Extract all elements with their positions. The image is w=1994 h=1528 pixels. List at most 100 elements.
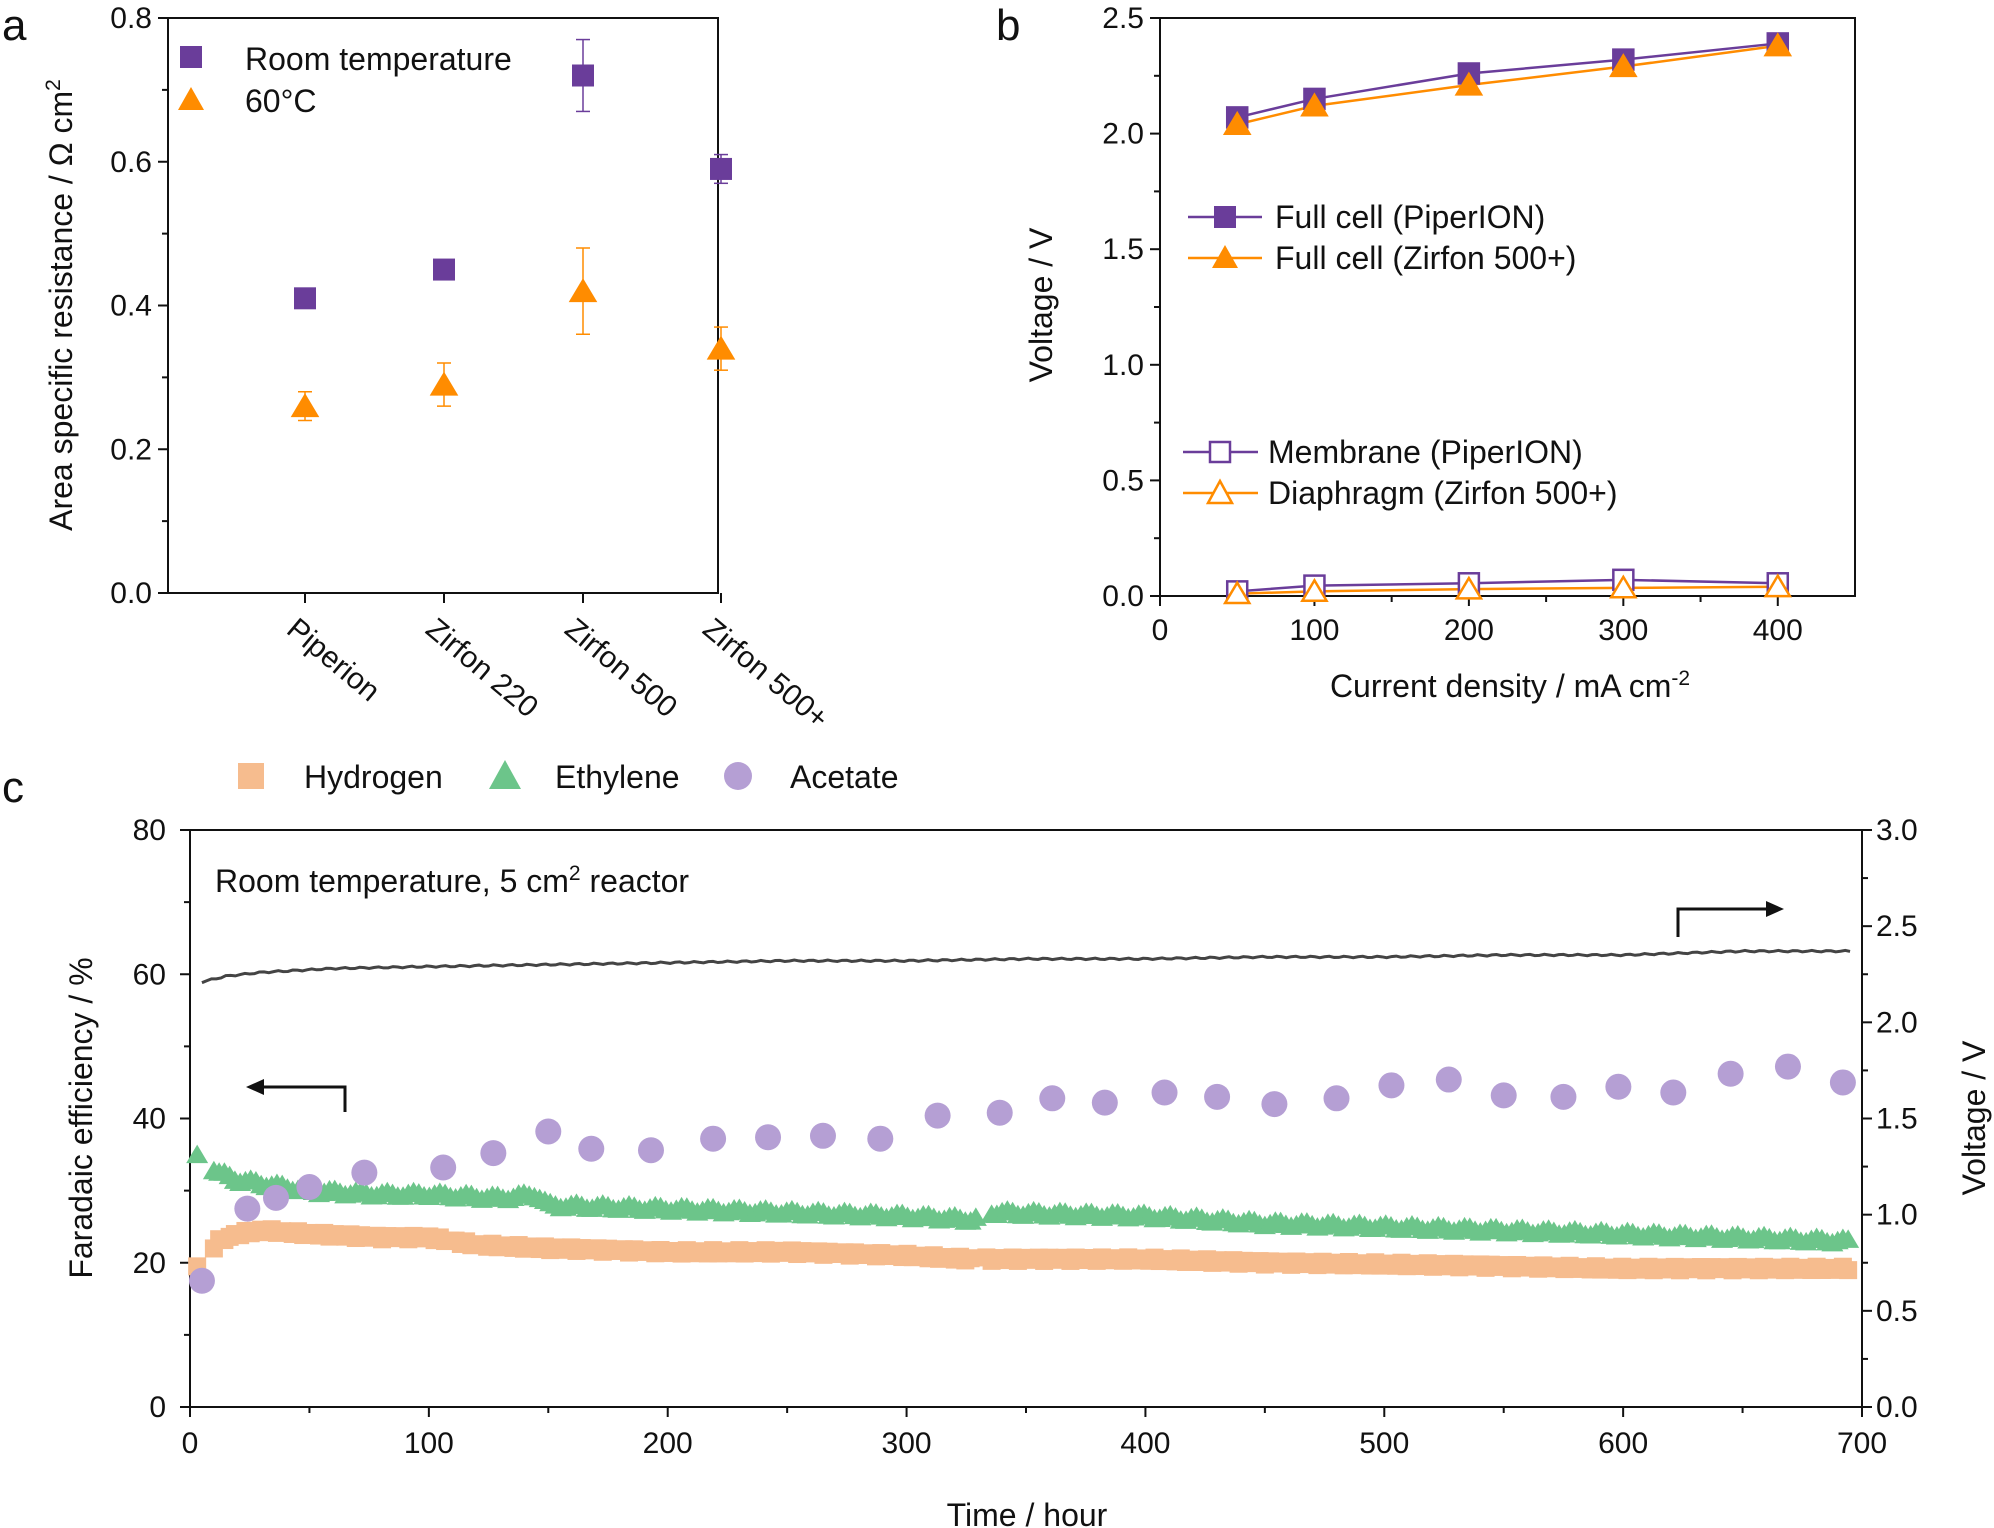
acetate-point: [1204, 1083, 1231, 1110]
voltage-line: [201, 948, 1851, 985]
legend-label-acetate: Acetate: [790, 759, 899, 795]
panel-c-y-tick-label: 20: [133, 1247, 166, 1280]
acetate-point: [809, 1122, 836, 1149]
panel-a-y-ticks: 0.0 0.2 0.4 0.6 0.8: [110, 2, 168, 610]
legend-label-diaphragm: Diaphragm (Zirfon 500+): [1268, 475, 1617, 511]
acetate-point: [430, 1154, 457, 1181]
ethylene-point: [1837, 1229, 1860, 1248]
panel-c-x-tick-label: 300: [882, 1427, 932, 1460]
panel-a-y-tick-label: 0.4: [110, 290, 152, 323]
panel-b-x-axis-label: Current density / mA cm-2: [1330, 667, 1690, 704]
hydrogen-point: [1839, 1261, 1858, 1280]
acetate-point: [986, 1099, 1013, 1126]
panel-a-y-axis-label: Area specific resistance / Ω cm2: [42, 79, 79, 531]
panel-a-y-axis-label-main: Area specific resistance / Ω cm: [43, 91, 79, 531]
acetate-point: [1378, 1072, 1405, 1099]
panel-b-y-tick-label: 1.5: [1102, 233, 1144, 266]
point-full-cell-zirfon-500: [1609, 53, 1638, 78]
point-diaphragm-zirfon-500: [1763, 573, 1793, 598]
panel-b-points: [1222, 32, 1793, 605]
acetate-point: [234, 1195, 261, 1222]
legend-marker-full-piperion: [1214, 206, 1236, 228]
panel-letter-b: b: [996, 1, 1020, 50]
acetate-point: [1039, 1085, 1066, 1112]
acetate-point: [1323, 1085, 1350, 1112]
legend-marker-room-temperature: [180, 46, 202, 68]
point-60-c-zirfon-500: [706, 335, 736, 360]
panel-c-y2-tick-label: 1.5: [1876, 1103, 1918, 1136]
acetate-point: [1829, 1069, 1856, 1096]
panel-b-x-tick-label: 200: [1444, 614, 1494, 647]
panel-a-y-axis-label-sup: 2: [42, 79, 65, 91]
acetate-point: [535, 1118, 562, 1145]
ethylene-point: [186, 1144, 209, 1164]
panel-c-voltage-line: [201, 948, 1851, 985]
acetate-point: [1435, 1066, 1462, 1093]
panel-c-x-tick-label: 200: [643, 1427, 693, 1460]
legend-label-full-zirfon: Full cell (Zirfon 500+): [1275, 240, 1576, 276]
panel-a-y-tick-label: 0.2: [110, 433, 152, 466]
acetate-point: [1660, 1079, 1687, 1106]
panel-c-y2-tick-label: 2.5: [1876, 910, 1918, 943]
acetate-point: [480, 1140, 507, 1167]
point-60-c-piperion: [290, 393, 320, 418]
panel-a-points: [290, 64, 736, 418]
legend-label-full-piperion: Full cell (PiperION): [1275, 199, 1545, 235]
legend-marker-membrane: [1208, 440, 1232, 464]
panel-b-x-axis-label-main: Current density / mA cm: [1330, 668, 1671, 704]
panel-c-x-tick-label: 600: [1598, 1427, 1648, 1460]
panel-c-y2-ticks: 0.0 0.5 1.0 1.5 2.0 2.5 3.0: [1862, 814, 1918, 1424]
panel-c-annotation-tail: reactor: [581, 863, 690, 899]
panel-b-y-tick-label: 1.0: [1102, 349, 1144, 382]
acetate-point: [188, 1267, 215, 1294]
panel-c-y-tick-label: 40: [133, 1103, 166, 1136]
panel-b-legend: Full cell (PiperION) Full cell (Zirfon 5…: [1183, 199, 1617, 511]
panel-c-ethylene-points: [186, 1144, 1860, 1252]
point-full-cell-zirfon-500: [1763, 32, 1793, 57]
acetate-point: [296, 1174, 323, 1201]
panel-b-y-tick-label: 2.0: [1102, 118, 1144, 151]
acetate-point: [1091, 1089, 1118, 1116]
acetate-point: [1774, 1053, 1801, 1080]
legend-label-60c: 60°C: [245, 83, 317, 119]
point-room-temperature-zirfon-500: [572, 64, 594, 87]
acetate-point: [1261, 1091, 1288, 1118]
panel-c-y2-tick-label: 0.0: [1876, 1391, 1918, 1424]
panel-c-y-tick-label: 0: [149, 1391, 166, 1424]
hydrogen-point: [961, 1249, 980, 1268]
acetate-point: [1605, 1073, 1632, 1100]
panel-c-y2-tick-label: 0.5: [1876, 1295, 1918, 1328]
point-full-cell-zirfon-500: [1222, 110, 1252, 135]
panel-c-x-ticks: 0 100 200 300 400 500 600 700: [182, 1407, 1887, 1460]
point-full-cell-zirfon-500: [1300, 92, 1329, 117]
point-room-temperature-piperion: [294, 287, 316, 310]
panel-b-x-ticks: 0 100 200 300 400: [1152, 596, 1803, 647]
acetate-point: [262, 1184, 289, 1211]
panel-c-hydrogen-points: [188, 1220, 1858, 1280]
acetate-point: [1490, 1082, 1517, 1109]
panel-c-y-tick-label: 80: [133, 814, 166, 847]
acetate-point: [637, 1137, 664, 1164]
panel-letter-c: c: [2, 763, 24, 812]
acetate-point: [1151, 1079, 1178, 1106]
panel-c-x-tick-label: 400: [1120, 1427, 1170, 1460]
panel-b-y-ticks: 0.0 0.5 1.0 1.5 2.0 2.5: [1102, 2, 1160, 613]
panel-c-y-tick-label: 60: [133, 958, 166, 991]
point-room-temperature-zirfon-500: [710, 157, 732, 180]
panel-c-y-ticks: 0 20 40 60 80: [133, 814, 190, 1424]
panel-b-x-tick-label: 400: [1753, 614, 1803, 647]
panel-c-acetate-points: [188, 1053, 1856, 1294]
panel-b-y-tick-label: 0.0: [1102, 580, 1144, 613]
point-60-c-zirfon-500: [568, 278, 598, 303]
panel-c-y2-tick-label: 3.0: [1876, 814, 1918, 847]
acetate-point: [578, 1135, 605, 1162]
panel-b-x-tick-label: 100: [1289, 614, 1339, 647]
panel-b-chart: 0.0 0.5 1.0 1.5 2.0 2.5 0 100 200 300 400 Full ce…: [1023, 2, 1856, 704]
acetate-point: [924, 1102, 951, 1129]
point-diaphragm-zirfon-500: [1454, 575, 1484, 600]
panel-c-y2-tick-label: 2.0: [1876, 1006, 1918, 1039]
panel-a-y-tick-label: 0.8: [110, 2, 152, 35]
legend-marker-full-zirfon: [1212, 245, 1238, 268]
